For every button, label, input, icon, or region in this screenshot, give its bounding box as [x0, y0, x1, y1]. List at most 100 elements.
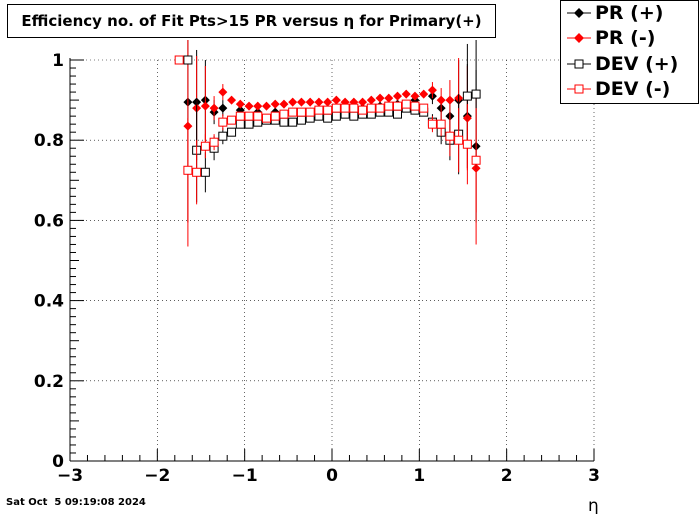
data-point-square [393, 109, 402, 119]
legend-label: PR (+) [595, 2, 664, 24]
legend-label: DEV (+) [595, 53, 679, 75]
data-point-square [471, 89, 481, 99]
data-point-square [331, 103, 341, 113]
data-point-square [349, 103, 359, 113]
data-point-diamond [419, 89, 429, 99]
data-point-diamond [235, 99, 245, 109]
y-tick-label: 0.4 [34, 292, 64, 312]
data-point-square [253, 111, 263, 121]
data-point-diamond [384, 93, 394, 103]
x-tick-label: −1 [232, 466, 258, 486]
data-marks [174, 39, 481, 247]
data-point-diamond [445, 95, 455, 105]
data-point-diamond [270, 99, 280, 109]
data-point-square [288, 117, 298, 127]
data-point-diamond [218, 103, 228, 113]
legend-entry-dev-plus: DEV (+) [561, 52, 700, 76]
data-point-diamond [436, 95, 446, 105]
legend-entry-dev-minus: DEV (-) [561, 77, 700, 101]
data-point-square [200, 167, 210, 177]
data-point-square [305, 107, 315, 117]
data-point-diamond [244, 101, 254, 111]
legend-entry-pr-plus: PR (+) [561, 1, 700, 25]
legend-marker-filled-diamond-black-icon [567, 8, 591, 18]
data-point-square [270, 111, 280, 121]
series-pr [183, 39, 481, 247]
data-point-square [436, 119, 446, 129]
data-point-square [393, 101, 402, 111]
data-point-diamond [410, 91, 420, 101]
data-point-square [174, 55, 184, 65]
data-point-square [366, 103, 376, 113]
data-point-square [462, 139, 472, 149]
data-point-square [331, 111, 341, 121]
y-tick-label: 0.8 [34, 131, 64, 151]
x-tick-label: 2 [501, 466, 513, 486]
data-point-square [471, 155, 481, 165]
axes: −3 −2 −1 0 1 2 3 0 0.2 0.4 0.6 0.8 1 [34, 51, 600, 486]
x-tick-label: −2 [144, 466, 170, 486]
legend-label: DEV (-) [595, 78, 671, 100]
data-point-diamond [296, 97, 306, 107]
data-point-diamond [262, 101, 271, 111]
legend-marker-open-square-black-icon [567, 59, 591, 69]
legend: PR (+) PR (-) DEV (+) DEV (-) [560, 0, 699, 104]
data-point-square [209, 137, 219, 147]
y-tick-label: 0 [52, 452, 64, 472]
data-point-square [227, 115, 237, 125]
data-point-diamond [253, 101, 263, 111]
timestamp-footer: Sat Oct 5 09:19:08 2024 [6, 497, 146, 508]
y-tick-label: 1 [52, 51, 64, 71]
data-point-square [358, 105, 368, 115]
data-point-square [349, 111, 359, 121]
data-point-square [323, 113, 333, 123]
legend-label: PR (-) [595, 27, 656, 49]
x-tick-label: 1 [413, 466, 425, 486]
x-tick-label: −3 [57, 466, 83, 486]
data-point-diamond [227, 95, 237, 105]
data-point-square [183, 165, 193, 175]
legend-entry-pr-minus: PR (-) [561, 26, 700, 50]
data-point-square [183, 55, 193, 65]
data-point-square [218, 117, 228, 127]
data-point-square [323, 105, 333, 115]
data-point-square [445, 131, 455, 141]
data-point-square [200, 141, 210, 151]
data-point-diamond [358, 97, 368, 107]
data-point-diamond [314, 97, 324, 107]
chart-title: Efficiency no. of Fit Pts>15 PR versus η… [7, 4, 496, 38]
data-point-square [410, 101, 420, 111]
data-point-diamond [393, 91, 402, 101]
data-point-square [314, 105, 324, 115]
data-point-square [384, 101, 394, 111]
data-point-square [218, 131, 228, 141]
data-point-diamond [427, 85, 437, 95]
data-point-square [462, 91, 472, 101]
data-point-diamond [305, 97, 315, 107]
data-point-square [262, 113, 271, 123]
data-point-square [235, 119, 245, 129]
data-point-square [279, 117, 289, 127]
data-point-square [244, 119, 254, 129]
y-tick-label: 0.2 [34, 372, 64, 392]
x-tick-label: 0 [326, 466, 338, 486]
data-point-square [340, 103, 350, 113]
data-point-square [375, 103, 385, 113]
data-point-square [288, 107, 298, 117]
data-point-square [244, 111, 254, 121]
data-point-square [192, 167, 202, 177]
data-point-diamond [366, 95, 376, 105]
data-point-diamond [375, 93, 385, 103]
data-point-square [227, 127, 237, 137]
data-point-diamond [279, 99, 289, 109]
data-point-square [401, 99, 411, 109]
x-tick-label: 3 [588, 466, 600, 486]
data-point-square [235, 111, 245, 121]
y-tick-label: 0.6 [34, 211, 64, 231]
legend-marker-filled-diamond-red-icon [567, 33, 591, 43]
data-point-diamond [331, 95, 341, 105]
data-point-diamond [323, 97, 333, 107]
data-point-diamond [218, 87, 228, 97]
data-point-square [279, 109, 289, 119]
